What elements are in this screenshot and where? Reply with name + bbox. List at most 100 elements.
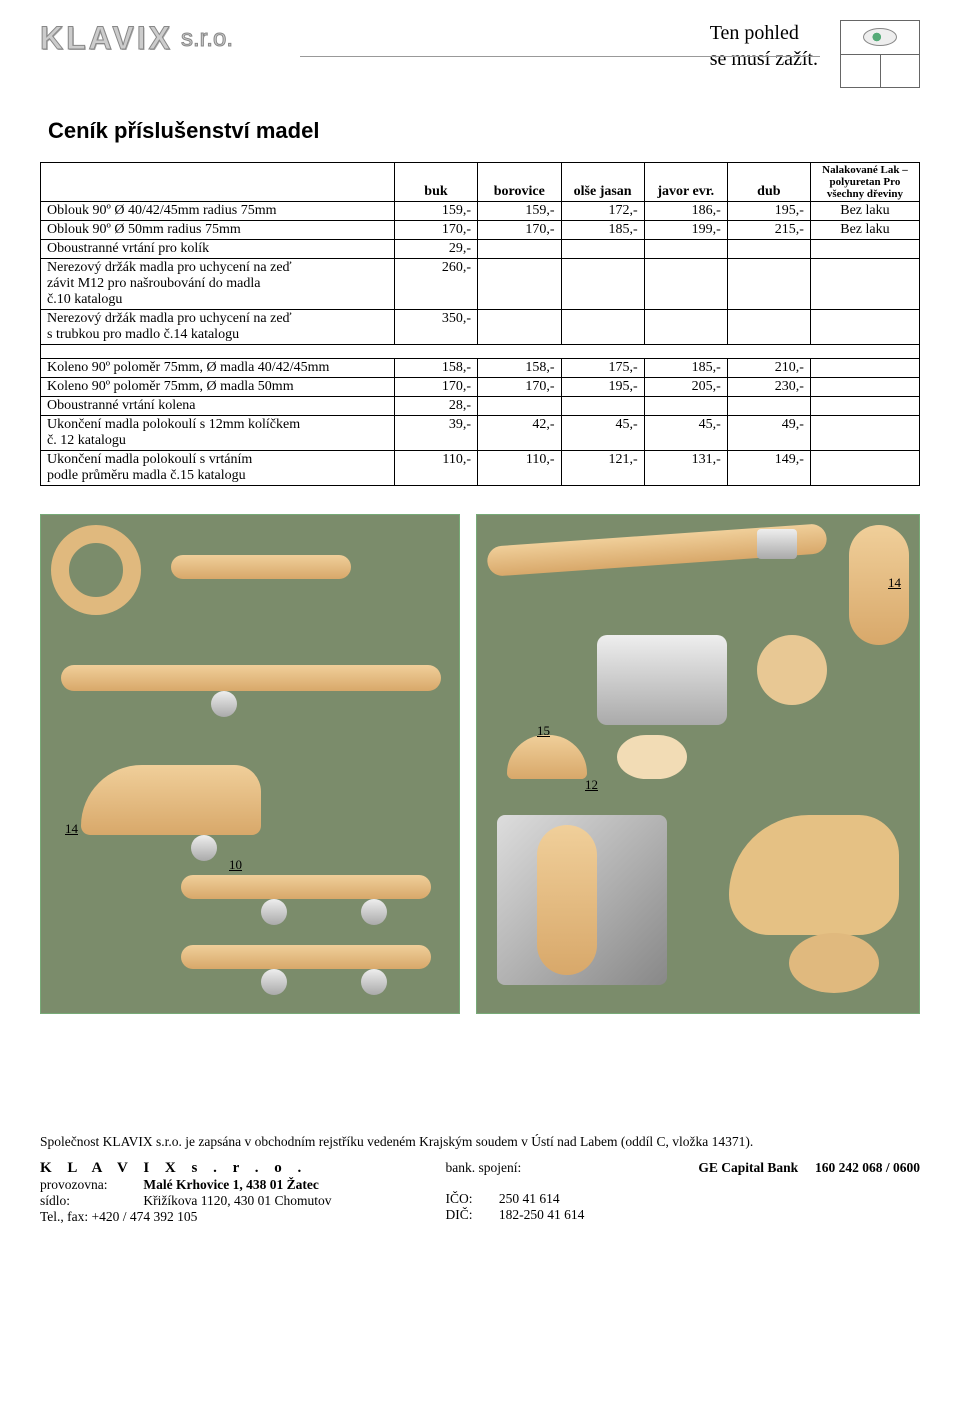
table-spacer [41,345,920,359]
label-sidlo: sídlo: [40,1193,140,1209]
cell-value: 49,- [727,416,810,451]
cell-value: Bez laku [810,202,919,221]
price-table: buk borovice olše jasan javor evr. dub N… [40,162,920,486]
img-label-10: 10 [229,857,242,873]
table-header-row: buk borovice olše jasan javor evr. dub N… [41,163,920,202]
label-dic: DIČ: [445,1207,495,1223]
registration-note: Společnost KLAVIX s.r.o. je zapsána v ob… [40,1134,920,1150]
cell-desc: Oboustranné vrtání pro kolík [41,240,395,259]
cell-desc: Ukončení madla polokoulí s 12mm kolíčkem… [41,416,395,451]
footer-col-right: GE Capital Bank 160 242 068 / 0600 [698,1160,920,1225]
cell-value: 110,- [478,451,562,486]
table-row: Nerezový držák madla pro uchycení na zeď… [41,310,920,345]
img-label-14: 14 [65,821,78,837]
cell-value: 159,- [478,202,562,221]
cell-value: 110,- [394,451,477,486]
cell-value: 39,- [394,416,477,451]
th-olse: olše jasan [561,163,644,202]
header: KLAVIX s.r.o. Ten pohled se musí zažít. [40,20,920,88]
cell-value [478,397,562,416]
header-divider [300,56,820,57]
cell-desc: Oblouk 90º Ø 40/42/45mm radius 75mm [41,202,395,221]
product-image-left: 14 10 [40,514,460,1014]
table-row: Ukončení madla polokoulí s 12mm kolíčkem… [41,416,920,451]
th-buk: buk [394,163,477,202]
slogan: Ten pohled se musí zažít. [710,20,818,72]
cell-value [810,378,919,397]
cell-value [810,397,919,416]
value-bank-acc: 160 242 068 / 0600 [815,1160,920,1175]
cell-value: 230,- [727,378,810,397]
th-desc [41,163,395,202]
cell-value: 28,- [394,397,477,416]
cell-value: 185,- [561,221,644,240]
cell-desc: Oblouk 90º Ø 50mm radius 75mm [41,221,395,240]
value-ico: 250 41 614 [499,1191,560,1206]
value-sidlo: Křižíkova 1120, 430 01 Chomutov [143,1193,331,1208]
th-borovice: borovice [478,163,562,202]
cell-value [727,259,810,310]
cell-value [644,240,727,259]
table-row: Nerezový držák madla pro uchycení na zeď… [41,259,920,310]
cell-value: 260,- [394,259,477,310]
cell-value: 170,- [478,378,562,397]
footer-col-mid: bank. spojení: IČO: 250 41 614 DIČ: 182-… [445,1160,584,1225]
cell-value: 131,- [644,451,727,486]
cell-desc: Koleno 90º poloměr 75mm, Ø madla 50mm [41,378,395,397]
cell-value: 195,- [727,202,810,221]
img-label-12: 12 [585,777,598,793]
table-row: Oboustranné vrtání pro kolík29,- [41,240,920,259]
cell-value: 170,- [478,221,562,240]
value-telfax: Tel., fax: +420 / 474 392 105 [40,1209,332,1225]
window-icon [840,20,920,88]
cell-value [478,259,562,310]
cell-value: 159,- [394,202,477,221]
cell-value [810,416,919,451]
logo: KLAVIX s.r.o. [40,20,233,57]
cell-value: 170,- [394,378,477,397]
cell-value [561,259,644,310]
footer-col-left: K L A V I X s . r . o . provozovna: Malé… [40,1160,332,1225]
images-row: 14 10 14 15 12 [40,514,920,1014]
cell-desc: Oboustranné vrtání kolena [41,397,395,416]
cell-value: 350,- [394,310,477,345]
cell-value: 158,- [478,359,562,378]
table-row: Ukončení madla polokoulí s vrtáním podle… [41,451,920,486]
cell-value [810,259,919,310]
slogan-line-2: se musí zažít. [710,46,818,72]
cell-value [561,397,644,416]
cell-value: 205,- [644,378,727,397]
value-bank-name: GE Capital Bank [698,1160,798,1175]
cell-desc: Ukončení madla polokoulí s vrtáním podle… [41,451,395,486]
page: KLAVIX s.r.o. Ten pohled se musí zažít. … [0,0,960,1255]
table-row: Oblouk 90º Ø 40/42/45mm radius 75mm159,-… [41,202,920,221]
value-dic: 182-250 41 614 [499,1207,585,1222]
cell-value [727,397,810,416]
cell-value: 121,- [561,451,644,486]
cell-value: 158,- [394,359,477,378]
cell-desc: Nerezový držák madla pro uchycení na zeď… [41,259,395,310]
cell-value [810,240,919,259]
cell-value [727,310,810,345]
eye-icon [863,28,897,46]
th-lak: Nalakované Lak – polyuretan Pro všechny … [810,163,919,202]
cell-value: Bez laku [810,221,919,240]
table-row: Koleno 90º poloměr 75mm, Ø madla 50mm170… [41,378,920,397]
cell-value [561,240,644,259]
cell-value: 29,- [394,240,477,259]
label-ico: IČO: [445,1191,495,1207]
img-label-15: 15 [537,723,550,739]
cell-value [810,310,919,345]
logo-suffix: s.r.o. [181,25,233,53]
slogan-line-1: Ten pohled [710,20,818,46]
cell-value [810,359,919,378]
company-name: K L A V I X s . r . o . [40,1160,332,1177]
cell-value: 45,- [561,416,644,451]
cell-value: 186,- [644,202,727,221]
logo-main: KLAVIX [40,20,173,57]
cell-value: 149,- [727,451,810,486]
cell-value [478,310,562,345]
cell-desc: Koleno 90º poloměr 75mm, Ø madla 40/42/4… [41,359,395,378]
table-row: Oblouk 90º Ø 50mm radius 75mm170,-170,-1… [41,221,920,240]
table-row: Koleno 90º poloměr 75mm, Ø madla 40/42/4… [41,359,920,378]
